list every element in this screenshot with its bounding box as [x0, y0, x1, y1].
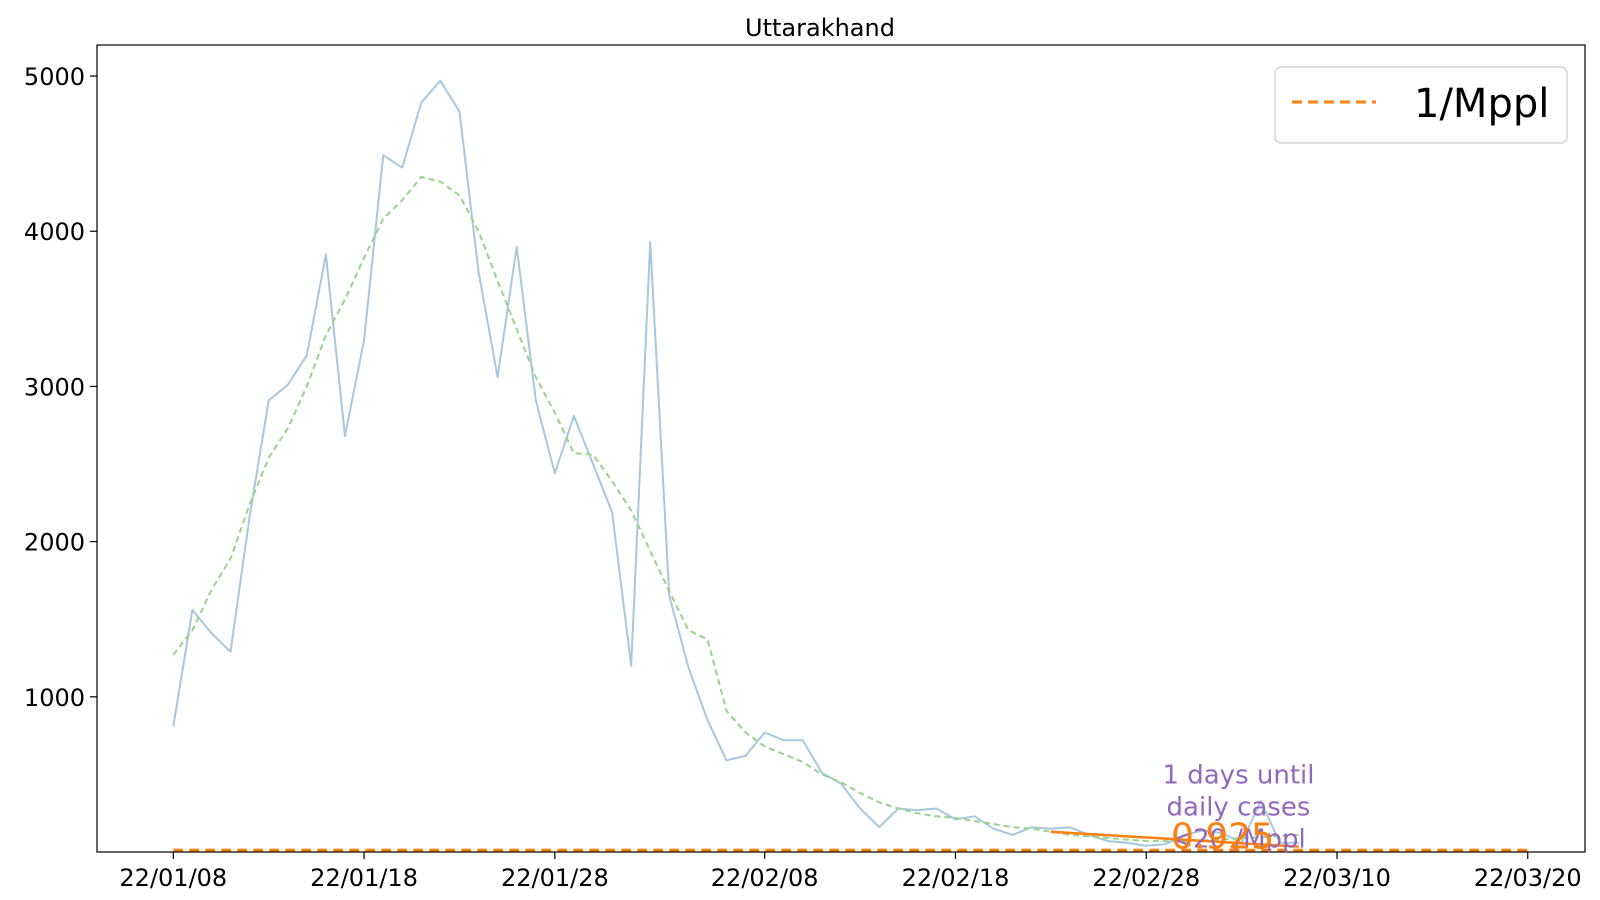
y-tick-label: 1000: [24, 684, 85, 712]
countdown-annotation-line: <20 /Mppl: [1171, 825, 1306, 855]
legend: 1/Mppl: [1274, 66, 1568, 144]
y-tick-label: 4000: [24, 218, 85, 246]
smoothed-cases-line: [172, 175, 1299, 843]
countdown-annotation-line: 1 days until: [1162, 761, 1314, 791]
plot-area: [172, 79, 1528, 852]
legend-box: [1274, 66, 1568, 144]
x-tick-label: 22/01/08: [119, 864, 227, 892]
x-tick-label: 22/03/10: [1283, 864, 1391, 892]
trend-ratio-label: 0.925: [1171, 817, 1274, 858]
countdown-annotation-line: daily cases: [1167, 793, 1311, 823]
y-tick-label: 3000: [24, 373, 85, 401]
trend-line: [1050, 830, 1299, 848]
x-axis: 22/01/08 22/01/18 22/01/28 22/02/08 22/02/18…: [119, 852, 1582, 892]
daily-cases-line: [172, 79, 1299, 847]
chart-title: Uttarakhand: [745, 14, 895, 42]
x-tick-label: 22/02/08: [711, 864, 819, 892]
x-tick-label: 22/01/18: [310, 864, 418, 892]
x-tick-label: 22/01/28: [501, 864, 609, 892]
y-tick-label: 2000: [24, 529, 85, 557]
legend-label-1-mppl: 1/Mppl: [1414, 81, 1549, 127]
x-tick-label: 22/03/20: [1474, 864, 1582, 892]
axes-frame: [96, 44, 1586, 853]
y-axis: 1000 2000 3000 4000 5000: [24, 63, 97, 712]
y-tick-label: 5000: [24, 63, 85, 91]
x-tick-label: 22/02/18: [902, 864, 1010, 892]
x-tick-label: 22/02/28: [1092, 864, 1200, 892]
